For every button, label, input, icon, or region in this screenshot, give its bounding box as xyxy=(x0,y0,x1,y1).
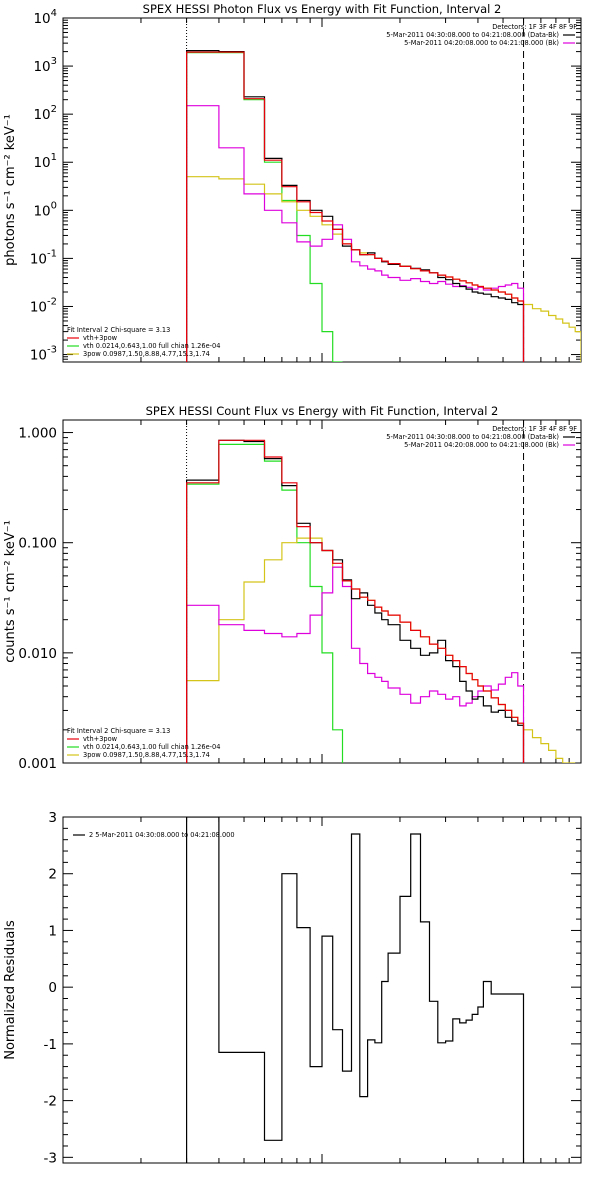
series-line xyxy=(186,566,525,763)
series-line xyxy=(186,817,525,1163)
y-tick-label: 2 xyxy=(48,867,57,883)
y-tick-label: 103 xyxy=(33,56,57,75)
y-tick-label: 10-2 xyxy=(30,296,57,315)
y-tick-label: 0 xyxy=(48,980,57,996)
fit-legend-heading: Fit Interval 2 Chi-square = 3.13 xyxy=(67,326,170,334)
series-line xyxy=(186,50,525,362)
chart-title: SPEX HESSI Count Flux vs Energy with Fit… xyxy=(146,404,499,418)
series-line xyxy=(186,52,343,362)
y-tick-label: 1 xyxy=(48,923,57,939)
y-tick-label: 10-1 xyxy=(30,248,57,267)
y-tick-label: -1 xyxy=(44,1037,57,1053)
series-line xyxy=(186,51,525,362)
series-line xyxy=(186,439,525,763)
chart-title: SPEX HESSI Photon Flux vs Energy with Fi… xyxy=(143,2,502,16)
series-line xyxy=(186,537,576,763)
series-line xyxy=(186,439,525,763)
legend-heading: Detectors: 1F 3F 4F 8F 9F xyxy=(492,425,577,433)
y-tick-label: 104 xyxy=(33,8,57,27)
y-axis-label: photons s⁻¹ cm⁻² keV⁻¹ xyxy=(3,114,18,266)
y-tick-label: -2 xyxy=(44,1094,57,1110)
legend-entry: vth+3pow xyxy=(83,334,118,342)
legend-entry: 5-Mar-2011 04:30:08.000 to 04:21:08.000 … xyxy=(386,433,559,441)
y-tick-label: 100 xyxy=(33,200,57,219)
y-tick-label: 0.010 xyxy=(18,646,57,662)
legend-entry: 3pow 0.0987,1.50,8.88,4.77,15.3,1.74 xyxy=(83,350,210,358)
legend-entry: vth+3pow xyxy=(83,735,118,743)
y-tick-label: 101 xyxy=(33,152,57,171)
y-tick-label: 102 xyxy=(33,104,57,123)
series-line xyxy=(186,176,581,362)
y-axis-label: Normalized Residuals xyxy=(3,920,18,1060)
legend-entry: 5-Mar-2011 04:20:08.000 to 04:21:08.000 … xyxy=(404,39,559,47)
legend-entry: 5-Mar-2011 04:30:08.000 to 04:21:08.000 … xyxy=(386,31,559,39)
y-tick-label: 3 xyxy=(48,810,57,826)
legend-entry: vth 0.0214,0.643,1.00 full chian 1.26e-0… xyxy=(83,743,220,751)
chart-panel-1: 10-3 10-2 10-1 100 101 102 103 104 photons s⁻¹ c… xyxy=(3,2,582,364)
series-line xyxy=(186,443,344,763)
legend-entry: 2 5-Mar-2011 04:30:08.000 to 04:21:08.00… xyxy=(89,831,235,839)
legend-heading: Detectors: 1F 3F 4F 8F 9F xyxy=(492,23,577,31)
legend-entry: 5-Mar-2011 04:20:08.000 to 04:21:08.000 … xyxy=(404,441,559,449)
y-tick-label: 10-3 xyxy=(30,345,57,364)
y-tick-label: 1.000 xyxy=(18,426,57,442)
y-tick-label: 0.100 xyxy=(18,536,57,552)
legend-entry: vth 0.0214,0.643,1.00 full chian 1.26e-0… xyxy=(83,342,220,350)
fit-legend-heading: Fit Interval 2 Chi-square = 3.13 xyxy=(67,727,170,735)
y-axis-label: counts s⁻¹ cm⁻² keV⁻¹ xyxy=(3,520,18,663)
chart-panel-2: 0.001 0.010 0.100 1.000 counts s⁻¹ cm⁻² keV⁻… xyxy=(3,404,582,772)
legend-entry: 3pow 0.0987,1.50,8.88,4.77,15.3,1.74 xyxy=(83,751,210,759)
y-tick-label: 0.001 xyxy=(18,756,57,772)
chart-panel-3: -3 -2 -1 0 1 2 3 Normalized Residuals 2 5-Mar-20… xyxy=(3,810,582,1166)
series-line xyxy=(186,105,525,362)
y-tick-label: -3 xyxy=(44,1150,57,1166)
